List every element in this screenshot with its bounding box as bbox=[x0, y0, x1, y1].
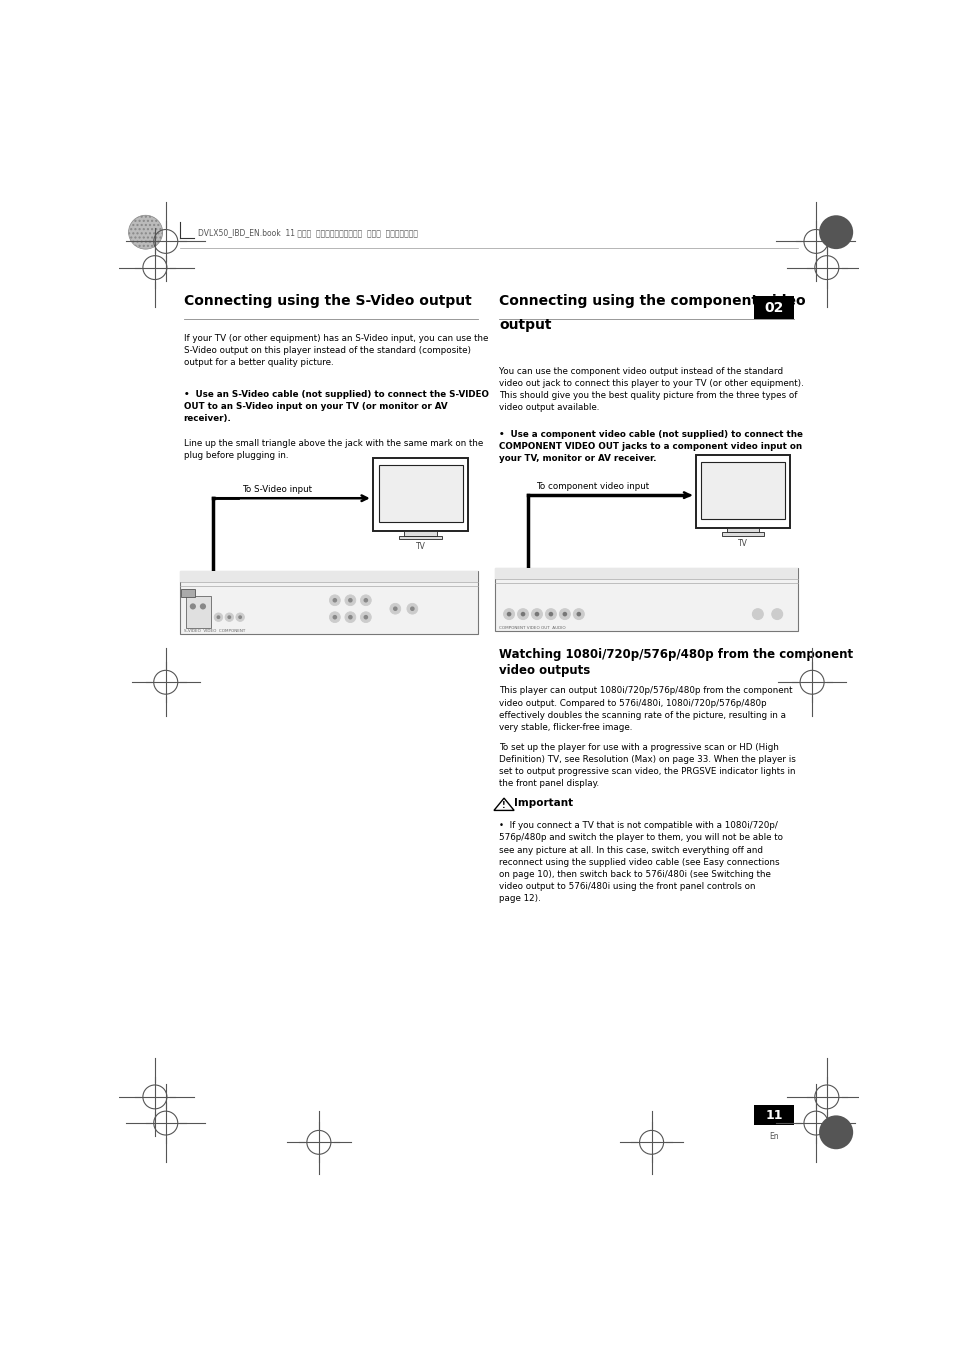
Circle shape bbox=[199, 604, 206, 609]
Circle shape bbox=[393, 607, 397, 611]
Text: TV: TV bbox=[738, 539, 747, 549]
Text: •  Use an S-Video cable (not supplied) to connect the S-VIDEO
OUT to an S-Video : • Use an S-Video cable (not supplied) to… bbox=[183, 390, 488, 423]
Polygon shape bbox=[494, 798, 514, 811]
Circle shape bbox=[558, 609, 570, 620]
Circle shape bbox=[573, 609, 583, 620]
Circle shape bbox=[534, 612, 538, 616]
Circle shape bbox=[407, 604, 417, 615]
Text: 11: 11 bbox=[764, 1109, 782, 1121]
Circle shape bbox=[503, 609, 514, 620]
Circle shape bbox=[348, 615, 353, 620]
Circle shape bbox=[531, 609, 542, 620]
Text: To S-Video input: To S-Video input bbox=[241, 485, 312, 494]
Bar bbox=[373, 458, 468, 531]
Circle shape bbox=[214, 613, 222, 621]
Text: S-VIDEO  VIDEO  COMPONENT: S-VIDEO VIDEO COMPONENT bbox=[183, 630, 245, 634]
Circle shape bbox=[562, 612, 567, 616]
Circle shape bbox=[390, 604, 400, 615]
Bar bbox=[700, 462, 784, 519]
Text: •  Use a component video cable (not supplied) to connect the
COMPONENT VIDEO OUT: • Use a component video cable (not suppl… bbox=[498, 430, 802, 463]
Bar bbox=[721, 532, 763, 535]
Circle shape bbox=[235, 613, 244, 621]
Text: Connecting using the S-Video output: Connecting using the S-Video output bbox=[183, 293, 471, 308]
Circle shape bbox=[360, 594, 371, 605]
Circle shape bbox=[190, 604, 195, 609]
Circle shape bbox=[517, 609, 528, 620]
Circle shape bbox=[216, 615, 220, 619]
Text: DVLX50_IBD_EN.book  11 ページ  ２００７年９月１２日  木曜日  午後４時１６分: DVLX50_IBD_EN.book 11 ページ ２００７年９月１２日 木曜日… bbox=[197, 228, 417, 238]
Circle shape bbox=[363, 598, 368, 603]
Circle shape bbox=[227, 615, 231, 619]
Circle shape bbox=[363, 615, 368, 620]
Bar bbox=[695, 455, 790, 528]
Bar bbox=[179, 571, 477, 634]
Text: Line up the small triangle above the jack with the same mark on the
plug before : Line up the small triangle above the jac… bbox=[183, 439, 482, 459]
Bar bbox=[378, 465, 462, 523]
Circle shape bbox=[129, 215, 162, 249]
Circle shape bbox=[329, 612, 340, 623]
Text: output: output bbox=[498, 319, 551, 332]
Text: !: ! bbox=[501, 801, 505, 809]
Text: Connecting using the component video: Connecting using the component video bbox=[498, 293, 804, 308]
Circle shape bbox=[238, 615, 242, 619]
Text: This player can output 1080i/720p/576p/480p from the component
video output. Com: This player can output 1080i/720p/576p/4… bbox=[498, 686, 792, 732]
Bar bbox=[186, 596, 211, 628]
Circle shape bbox=[752, 609, 762, 620]
Text: You can use the component video output instead of the standard
video out jack to: You can use the component video output i… bbox=[498, 367, 803, 412]
Circle shape bbox=[548, 612, 553, 616]
Text: To set up the player for use with a progressive scan or HD (High
Definition) TV,: To set up the player for use with a prog… bbox=[498, 743, 795, 788]
Text: •  If you connect a TV that is not compatible with a 1080i/720p/
576p/480p and s: • If you connect a TV that is not compat… bbox=[498, 821, 782, 902]
Circle shape bbox=[819, 1116, 852, 1150]
Text: COMPONENT VIDEO OUT  AUDIO: COMPONENT VIDEO OUT AUDIO bbox=[498, 627, 565, 631]
Circle shape bbox=[410, 607, 415, 611]
Circle shape bbox=[333, 615, 336, 620]
Bar bbox=[179, 571, 477, 582]
Circle shape bbox=[545, 609, 556, 620]
Bar bbox=[495, 567, 798, 631]
Text: Important: Important bbox=[513, 798, 572, 808]
Circle shape bbox=[771, 609, 781, 620]
Circle shape bbox=[225, 613, 233, 621]
Text: TV: TV bbox=[416, 543, 425, 551]
Circle shape bbox=[576, 612, 580, 616]
Bar bbox=[399, 535, 441, 539]
Circle shape bbox=[333, 598, 336, 603]
Circle shape bbox=[360, 612, 371, 623]
Circle shape bbox=[348, 598, 353, 603]
Bar bbox=[726, 528, 759, 532]
Text: Watching 1080i/720p/576p/480p from the component
video outputs: Watching 1080i/720p/576p/480p from the c… bbox=[498, 648, 852, 677]
Bar bbox=[181, 589, 195, 597]
Text: En: En bbox=[768, 1132, 778, 1142]
Bar bbox=[404, 531, 436, 535]
Circle shape bbox=[520, 612, 525, 616]
Bar bbox=[753, 1105, 794, 1125]
Text: If your TV (or other equipment) has an S-Video input, you can use the
S-Video ou: If your TV (or other equipment) has an S… bbox=[183, 334, 487, 367]
Bar bbox=[495, 567, 798, 578]
Circle shape bbox=[329, 594, 340, 605]
Text: To component video input: To component video input bbox=[536, 482, 649, 492]
Text: 02: 02 bbox=[763, 301, 783, 315]
Circle shape bbox=[345, 594, 355, 605]
Circle shape bbox=[345, 612, 355, 623]
Circle shape bbox=[819, 215, 852, 249]
Bar bbox=[753, 296, 794, 319]
Circle shape bbox=[506, 612, 511, 616]
